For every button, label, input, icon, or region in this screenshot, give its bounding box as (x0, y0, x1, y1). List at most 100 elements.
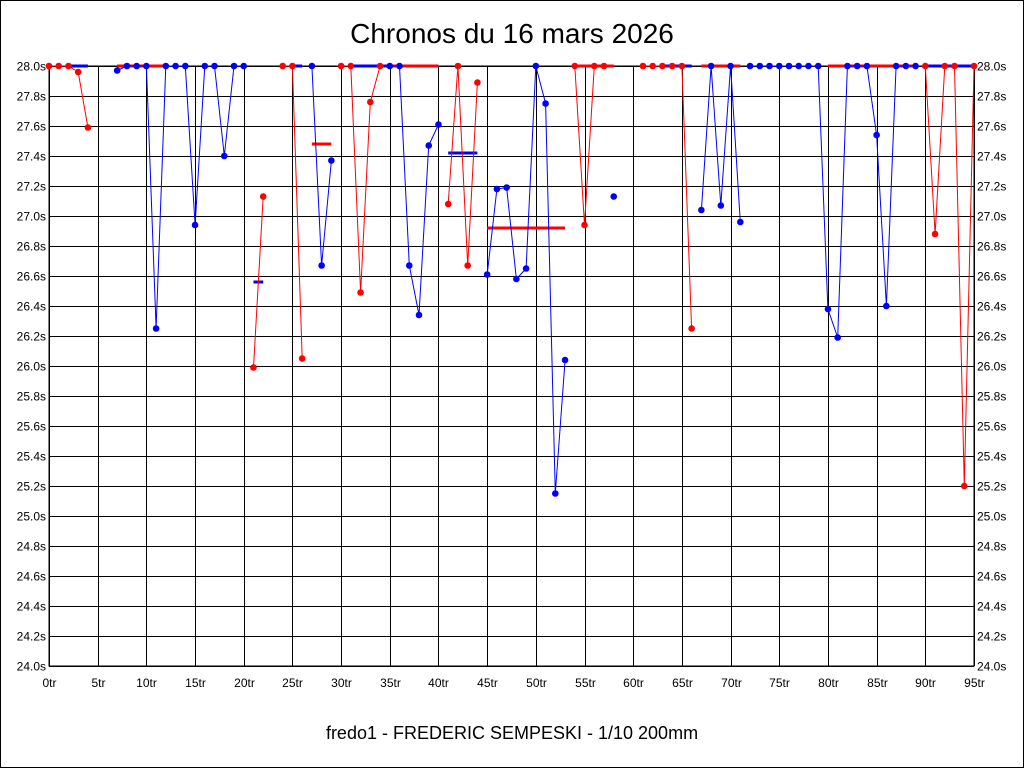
x-tick-label: 15tr (185, 676, 206, 690)
x-tick-label: 85tr (867, 676, 888, 690)
y-tick-label-right: 27.8s (977, 90, 1006, 104)
series-line (389, 65, 439, 316)
data-point (191, 221, 199, 229)
y-tick-label-right: 26.4s (977, 300, 1006, 314)
y-tick-label-right: 27.2s (977, 180, 1006, 194)
data-point (863, 62, 871, 70)
data-point (853, 62, 861, 70)
data-point (610, 193, 618, 200)
x-tick-label: 35tr (380, 676, 401, 690)
data-point (805, 62, 812, 70)
y-tick-label-right: 25.6s (977, 420, 1006, 434)
x-tick-label: 0tr (42, 676, 56, 690)
data-point (367, 98, 374, 106)
data-point (931, 230, 939, 238)
data-point (883, 302, 890, 310)
y-tick-label-left: 25.6s (17, 420, 46, 434)
data-point (230, 62, 238, 70)
data-point (922, 62, 929, 70)
x-tick-label: 70tr (721, 676, 742, 690)
x-tick-label: 95tr (964, 676, 985, 690)
y-tick-label-left: 25.4s (17, 450, 46, 464)
y-tick-label-left: 26.6s (17, 270, 46, 284)
data-point (298, 355, 306, 362)
x-tick-label: 25tr (282, 676, 303, 690)
data-point (707, 62, 715, 70)
y-tick-label-left: 24.2s (17, 630, 46, 644)
data-point (892, 62, 900, 70)
data-point (259, 193, 267, 200)
data-point (766, 62, 773, 70)
data-point (532, 62, 540, 70)
series-line (750, 65, 916, 338)
data-point (561, 356, 569, 364)
data-point (795, 62, 803, 70)
data-point (279, 62, 286, 70)
y-tick-label-right: 25.4s (977, 450, 1006, 464)
data-point (211, 62, 218, 70)
series-line (924, 65, 975, 487)
chart-title: Chronos du 16 mars 2026 (350, 18, 674, 49)
y-tick-label-right: 28.0s (977, 60, 1006, 74)
x-tick-label: 65tr (672, 676, 693, 690)
data-point (503, 184, 510, 191)
data-point (668, 62, 676, 70)
data-point (756, 62, 764, 70)
data-point (396, 62, 403, 70)
data-point (415, 311, 423, 319)
y-tick-label-left: 24.0s (17, 660, 46, 674)
data-point (522, 265, 530, 272)
y-tick-label-right: 24.2s (977, 630, 1006, 644)
data-point (912, 62, 919, 70)
y-tick-label-right: 24.4s (977, 600, 1006, 614)
series-line (486, 65, 566, 494)
data-point (308, 62, 316, 70)
data-point (84, 124, 92, 131)
data-point (688, 325, 695, 332)
data-point (873, 131, 880, 139)
chart-subtitle: fredo1 - FREDERIC SEMPESKI - 1/10 200mm (326, 723, 698, 743)
y-tick-label-left: 26.2s (17, 330, 46, 344)
data-point (55, 62, 63, 70)
data-point (659, 62, 666, 70)
x-tick-label: 20tr (234, 676, 255, 690)
x-tick-label: 40tr (428, 676, 449, 690)
series-line (642, 65, 693, 329)
data-point (318, 262, 325, 269)
y-tick-label-right: 27.6s (977, 120, 1006, 134)
y-tick-label-left: 27.4s (17, 150, 46, 164)
data-point (376, 62, 384, 70)
series-layer (45, 62, 978, 497)
data-point (951, 62, 958, 70)
data-point (717, 202, 725, 209)
data-point (357, 289, 364, 296)
y-tick-label-right: 26.6s (977, 270, 1006, 284)
y-tick-label-left: 24.6s (17, 570, 46, 584)
grid-layer (48, 65, 975, 667)
data-point (454, 62, 462, 70)
y-tick-label-right: 24.8s (977, 540, 1006, 554)
y-tick-label-left: 26.4s (17, 300, 46, 314)
data-point (328, 157, 335, 164)
data-point (639, 62, 647, 70)
data-point (834, 334, 841, 341)
y-tick-label-left: 24.8s (17, 540, 46, 554)
data-point (289, 62, 296, 70)
data-point (250, 364, 257, 371)
y-tick-label-left: 26.8s (17, 240, 46, 254)
y-tick-label-left: 25.8s (17, 390, 46, 404)
data-point (347, 62, 355, 70)
data-point (162, 62, 170, 70)
data-point (435, 121, 442, 128)
x-tick-label: 75tr (769, 676, 790, 690)
y-tick-label-right: 27.0s (977, 210, 1006, 224)
series-line (341, 65, 381, 293)
data-point (552, 490, 559, 497)
y-tick-label-left: 27.0s (17, 210, 46, 224)
data-point (405, 262, 413, 269)
series-line (253, 196, 264, 368)
data-point (960, 482, 968, 490)
y-tick-label-right: 25.8s (977, 390, 1006, 404)
data-point (182, 62, 189, 70)
